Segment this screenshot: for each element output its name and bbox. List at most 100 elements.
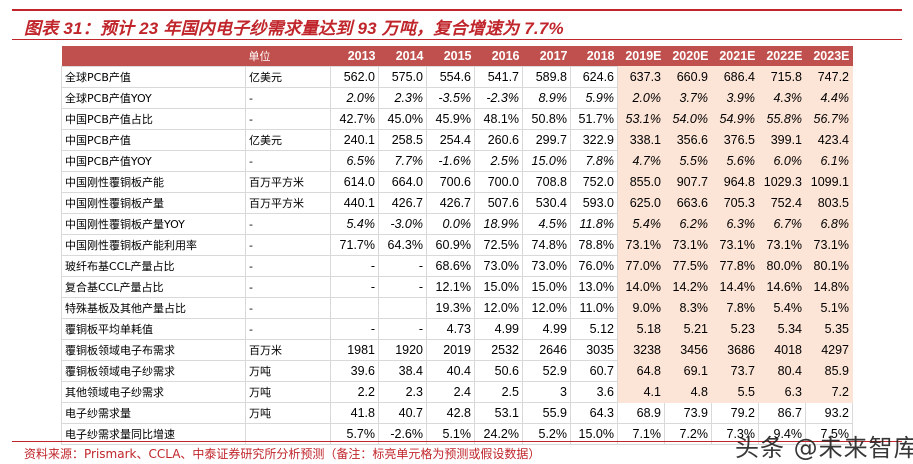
forecast-cell: 6.1% bbox=[805, 150, 853, 172]
forecast-cell: 9.0% bbox=[617, 297, 665, 319]
row-unit: 万吨 bbox=[245, 360, 331, 382]
value-cell: 3 bbox=[522, 381, 571, 403]
row-unit: - bbox=[245, 108, 331, 130]
header-unit: 单位 bbox=[245, 46, 331, 67]
forecast-cell: 14.8% bbox=[805, 276, 853, 298]
table-row: 其他领域电子纱需求 万吨 2.2 2.3 2.4 2.5 3 3.6 4.1 4.8 5.5 6.3 7… bbox=[61, 381, 853, 403]
table-row: 电子纱需求量同比增速 5.7% -2.6% 5.1% 24.2% 5.2% 15.0% 7.1… bbox=[61, 423, 853, 445]
source-note: 资料来源：Prismark、CCLA、中泰证券研究所分析预测（备注：标亮单元格为… bbox=[24, 447, 541, 461]
value-cell: 38.4 bbox=[378, 360, 427, 382]
table-row: 玻纤布基CCL产量占比 - - -68.6% 73.0% 73.0% 76.0% 77.0% 7… bbox=[61, 255, 853, 277]
table-row: 覆铜板平均单耗值 - - -4.73 4.99 4.99 5.12 5.18 5.21 5.23 5… bbox=[61, 318, 853, 340]
forecast-cell: 1029.3 bbox=[758, 171, 806, 193]
forecast-cell: 77.8% bbox=[711, 255, 759, 277]
header-year-forecast: 2020E bbox=[664, 46, 712, 67]
top-rule bbox=[12, 9, 902, 11]
value-cell: 4.5% bbox=[522, 213, 571, 235]
forecast-cell: 4.3% bbox=[758, 87, 806, 109]
row-label: 中国刚性覆铜板产能利用率 bbox=[61, 234, 246, 256]
forecast-cell: 5.21 bbox=[664, 318, 712, 340]
forecast-cell: 4018 bbox=[758, 339, 806, 361]
forecast-cell: 5.18 bbox=[617, 318, 665, 340]
value-cell: 5.12 bbox=[570, 318, 618, 340]
row-unit: 百万米 bbox=[245, 339, 331, 361]
value-cell: 2.5 bbox=[474, 381, 523, 403]
forecast-cell: 8.3% bbox=[664, 297, 712, 319]
value-cell: 664.0 bbox=[378, 171, 427, 193]
value-cell: - bbox=[330, 318, 379, 340]
row-label: 全球PCB产值YOY bbox=[61, 87, 246, 109]
forecast-cell: 4.4% bbox=[805, 87, 853, 109]
value-cell: 74.8% bbox=[522, 234, 571, 256]
row-unit: - bbox=[245, 297, 331, 319]
value-cell: 2.4 bbox=[426, 381, 475, 403]
forecast-cell: 14.6% bbox=[758, 276, 806, 298]
forecast-cell: 4.7% bbox=[617, 150, 665, 172]
value-cell: 589.8 bbox=[522, 66, 571, 88]
row-unit: 万吨 bbox=[245, 402, 331, 424]
table-row: 中国PCB产值占比 -42.7% 45.0% 45.9% 48.1% 50.8% 51.7%… bbox=[61, 108, 853, 130]
value-cell: 51.7% bbox=[570, 108, 618, 130]
value-cell: 3035 bbox=[570, 339, 618, 361]
value-cell: 4.99 bbox=[522, 318, 571, 340]
value-cell: - bbox=[330, 255, 379, 277]
value-cell: -3.0% bbox=[378, 213, 427, 235]
forecast-cell: 14.2% bbox=[664, 276, 712, 298]
forecast-cell: 7.8% bbox=[711, 297, 759, 319]
forecast-cell: 660.9 bbox=[664, 66, 712, 88]
value-cell: 6.5% bbox=[330, 150, 379, 172]
value-cell: 52.9 bbox=[522, 360, 571, 382]
value-cell: 752.0 bbox=[570, 171, 618, 193]
value-cell: 624.6 bbox=[570, 66, 618, 88]
value-cell: 12.1% bbox=[426, 276, 475, 298]
value-cell: 48.1% bbox=[474, 108, 523, 130]
forecast-cell: 54.0% bbox=[664, 108, 712, 130]
title-rule bbox=[12, 39, 902, 40]
value-cell: 5.7% bbox=[330, 423, 379, 445]
header-label bbox=[61, 46, 246, 67]
forecast-cell: 80.1% bbox=[805, 255, 853, 277]
bottom-rule bbox=[12, 441, 902, 442]
value-cell: 5.2% bbox=[522, 423, 571, 445]
forecast-cell: 3686 bbox=[711, 339, 759, 361]
forecast-cell: 85.9 bbox=[805, 360, 853, 382]
value-cell: 8.9% bbox=[522, 87, 571, 109]
value-cell: 42.7% bbox=[330, 108, 379, 130]
row-label: 中国刚性覆铜板产量YOY bbox=[61, 213, 246, 235]
forecast-cell: 69.1 bbox=[664, 360, 712, 382]
header-year: 2017 bbox=[522, 46, 571, 67]
value-cell: 5.4% bbox=[330, 213, 379, 235]
forecast-cell: 73.1% bbox=[664, 234, 712, 256]
value-cell: 507.6 bbox=[474, 192, 523, 214]
value-cell: - bbox=[378, 318, 427, 340]
value-cell: 64.3 bbox=[570, 402, 618, 424]
value-cell: 2646 bbox=[522, 339, 571, 361]
header-year-forecast: 2021E bbox=[711, 46, 759, 67]
row-unit: - bbox=[245, 255, 331, 277]
value-cell: 41.8 bbox=[330, 402, 379, 424]
forecast-cell: 663.6 bbox=[664, 192, 712, 214]
forecast-cell: 73.1% bbox=[617, 234, 665, 256]
row-label: 电子纱需求量同比增速 bbox=[61, 423, 246, 445]
row-unit: - bbox=[245, 234, 331, 256]
forecast-cell: 907.7 bbox=[664, 171, 712, 193]
table-row: 全球PCB产值YOY -2.0% 2.3% -3.5% -2.3% 8.9% 5.9% 2.0… bbox=[61, 87, 853, 109]
forecast-cell: 54.9% bbox=[711, 108, 759, 130]
value-cell: 15.0% bbox=[522, 150, 571, 172]
forecast-cell: 77.5% bbox=[664, 255, 712, 277]
value-cell: 258.5 bbox=[378, 129, 427, 151]
forecast-cell: 5.35 bbox=[805, 318, 853, 340]
table-row: 复合基CCL产量占比 - - -12.1% 15.0% 15.0% 13.0% 14.0% 14… bbox=[61, 276, 853, 298]
value-cell: 42.8 bbox=[426, 402, 475, 424]
value-cell: 40.4 bbox=[426, 360, 475, 382]
forecast-cell: 80.4 bbox=[758, 360, 806, 382]
row-unit: - bbox=[245, 213, 331, 235]
row-label: 中国PCB产值 bbox=[61, 129, 246, 151]
value-cell: 1981 bbox=[330, 339, 379, 361]
value-cell: 78.8% bbox=[570, 234, 618, 256]
value-cell: 12.0% bbox=[474, 297, 523, 319]
value-cell: 1920 bbox=[378, 339, 427, 361]
row-unit: 百万平方米 bbox=[245, 171, 331, 193]
value-cell: 700.0 bbox=[474, 171, 523, 193]
value-cell: 541.7 bbox=[474, 66, 523, 88]
